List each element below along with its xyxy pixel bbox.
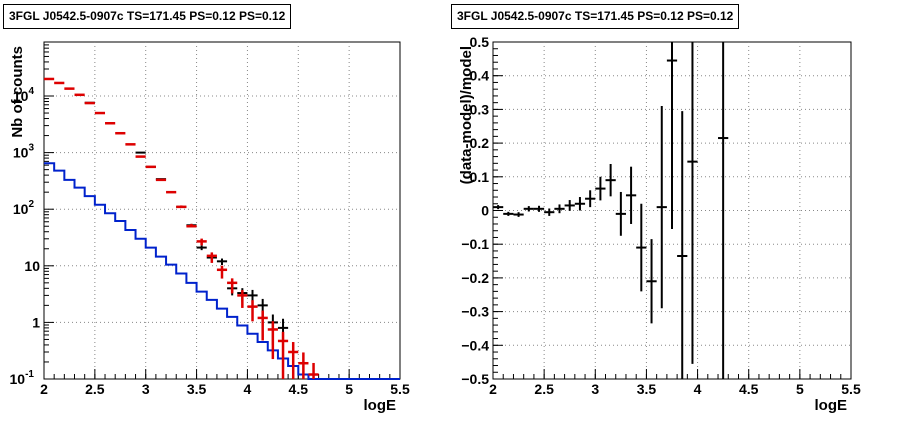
y-tick-label: 10-1 xyxy=(10,369,35,387)
x-tick-label: 5 xyxy=(345,381,353,397)
x-tick-label: 2.5 xyxy=(534,381,554,397)
x-tick-label: 3 xyxy=(142,381,150,397)
y-tick-label: 0 xyxy=(481,203,489,219)
y-tick-label: 103 xyxy=(13,143,35,161)
y-tick-label: −0.3 xyxy=(461,304,489,320)
y-tick-label: 0.3 xyxy=(470,101,490,117)
y-tick-label: 102 xyxy=(13,199,35,217)
x-tick-label: 4 xyxy=(694,381,702,397)
y-tick-label: −0.2 xyxy=(461,270,489,286)
model-component-histogram xyxy=(44,162,400,380)
x-tick-label: 4 xyxy=(244,381,252,397)
x-tick-label: 5 xyxy=(796,381,804,397)
x-tick-label: 4.5 xyxy=(739,381,759,397)
y-axis-label: Nb of counts xyxy=(9,46,26,138)
y-axis-label: (data-model)/model xyxy=(458,46,475,184)
y-tick-label: −0.5 xyxy=(461,371,489,387)
y-tick-exponent: 4 xyxy=(28,86,34,97)
y-tick-exponent: 2 xyxy=(28,199,34,210)
x-tick-label: 2 xyxy=(489,381,497,397)
plot-frame xyxy=(43,41,401,380)
x-tick-label: 2.5 xyxy=(85,381,105,397)
x-tick-label: 3.5 xyxy=(187,381,207,397)
y-tick-label: −0.4 xyxy=(461,337,489,353)
x-tick-label: 2 xyxy=(40,381,48,397)
y-tick-label: 0.1 xyxy=(470,169,490,185)
x-tick-label: 5.5 xyxy=(390,381,410,397)
x-tick-label: 4.5 xyxy=(289,381,309,397)
right-plot-title: 3FGL J0542.5-0907c TS=171.45 PS=0.12 PS=… xyxy=(451,4,740,29)
y-tick-label: −0.1 xyxy=(461,236,489,252)
y-tick-label: 0.5 xyxy=(470,34,490,50)
y-tick-label: 10 xyxy=(24,258,40,274)
x-tick-label: 5.5 xyxy=(841,381,861,397)
x-axis-label: logE xyxy=(815,397,848,414)
y-tick-exponent: -1 xyxy=(25,369,34,380)
x-axis-label: logE xyxy=(364,397,397,414)
x-tick-label: 3 xyxy=(591,381,599,397)
y-tick-label: 0.4 xyxy=(470,68,490,84)
left-plot-title: 3FGL J0542.5-0907c TS=171.45 PS=0.12 PS=… xyxy=(3,4,292,29)
y-tick-label: 104 xyxy=(13,86,35,104)
x-tick-label: 3.5 xyxy=(637,381,657,397)
y-tick-label: 1 xyxy=(32,314,40,330)
y-tick-exponent: 3 xyxy=(28,143,34,154)
y-tick-label: 0.2 xyxy=(470,135,490,151)
